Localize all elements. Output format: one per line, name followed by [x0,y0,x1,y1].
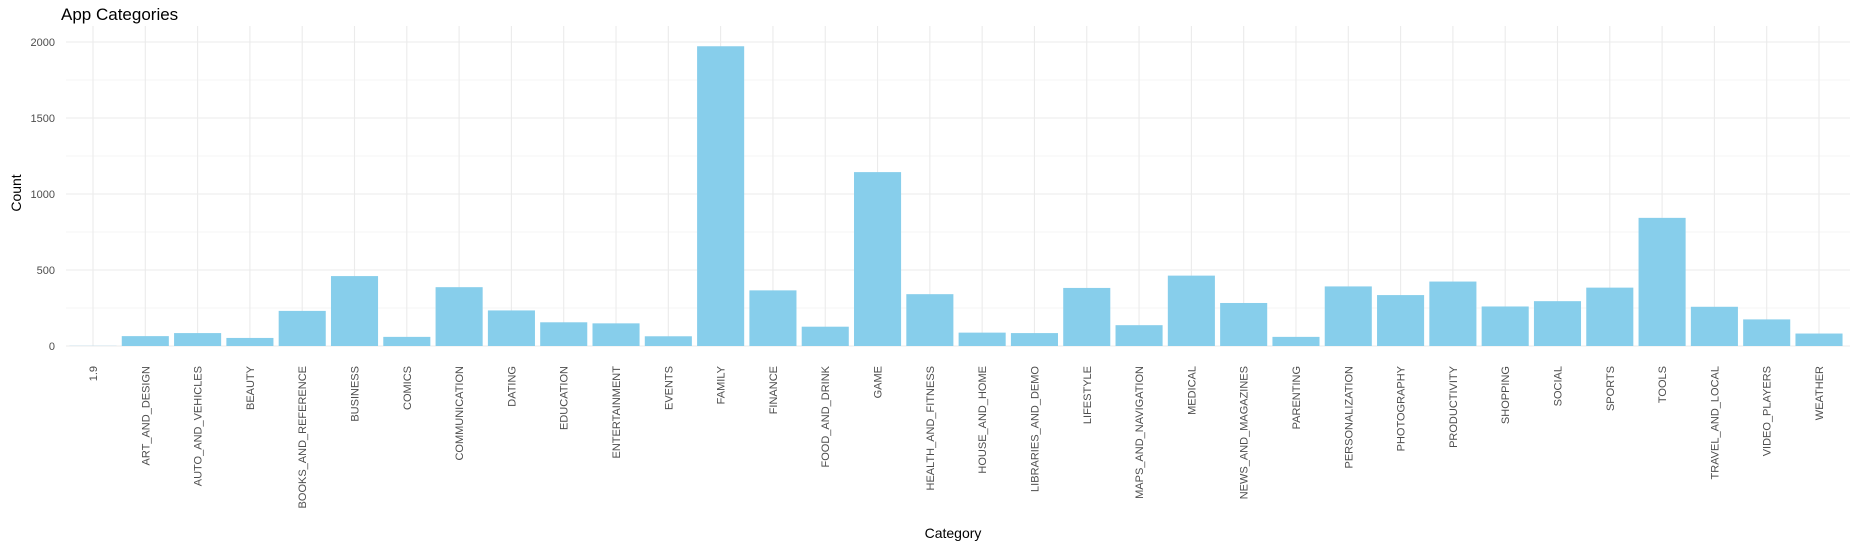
x-tick-label: 1.9 [88,366,100,381]
y-tick-label: 500 [37,265,55,277]
bar [958,332,1006,346]
x-tick-label: EDUCATION [559,366,571,430]
bar [540,322,588,346]
bar [644,336,692,346]
x-tick-label: MAPS_AND_NAVIGATION [1134,366,1146,499]
bar [1220,302,1268,346]
x-tick-label: ENTERTAINMENT [611,366,623,459]
bar [1795,333,1843,346]
bar [226,337,274,346]
bar [1481,306,1529,346]
y-tick-label: 1500 [31,113,55,125]
bar [1324,286,1372,346]
bar [749,290,797,346]
y-tick-label: 0 [49,341,55,353]
y-tick-label: 1000 [31,189,55,201]
x-tick-label: PHOTOGRAPHY [1396,365,1408,451]
bar [1377,295,1425,346]
x-tick-label: MEDICAL [1186,366,1198,415]
x-tick-label: PRODUCTIVITY [1448,365,1460,448]
x-tick-label: NEWS_AND_MAGAZINES [1239,366,1251,499]
bar [1010,333,1058,346]
x-tick-label: AUTO_AND_VEHICLES [193,366,205,486]
bars [69,46,1843,346]
bar [1586,287,1634,346]
bar [697,46,745,346]
bar [174,333,222,346]
x-tick-label: FINANCE [768,366,780,414]
x-tick-label: BOOKS_AND_REFERENCE [297,366,309,508]
bar [1533,301,1582,346]
y-tick-label: 2000 [31,37,55,49]
y-tick-labels: 0 500 1000 1500 2000 [31,37,55,353]
x-tick-label: TOOLS [1657,366,1669,403]
x-tick-label: WEATHER [1814,366,1826,420]
x-tick-label: HOUSE_AND_HOME [977,366,989,474]
x-tick-label: FOOD_AND_DRINK [820,365,832,467]
x-tick-label: ART_AND_DESIGN [140,366,152,465]
bar [1272,336,1320,346]
x-tick-label: FAMILY [716,365,728,404]
bar [1167,275,1215,346]
bar [1115,325,1163,346]
y-axis-title: Count [8,174,24,211]
bar [801,326,849,346]
x-tick-label: BEAUTY [245,365,257,410]
x-tick-label: VIDEO_PLAYERS [1762,366,1774,456]
x-tick-label: HEALTH_AND_FITNESS [925,366,937,491]
bar [1638,217,1686,346]
x-tick-label: SHOPPING [1500,366,1512,424]
bar [1429,281,1477,346]
x-tick-label: LIBRARIES_AND_DEMO [1029,366,1041,492]
x-tick-label: SOCIAL [1552,366,1564,406]
x-tick-label: COMICS [402,366,414,410]
x-tick-labels: 1.9 ART_AND_DESIGN AUTO_AND_VEHICLES BEAUTY… [88,365,1826,508]
bar [278,310,326,346]
x-tick-label: PERSONALIZATION [1343,366,1355,469]
x-tick-label: EVENTS [663,366,675,410]
x-tick-label: BUSINESS [350,366,362,422]
x-tick-label: TRAVEL_AND_LOCAL [1709,366,1721,480]
x-tick-label: SPORTS [1605,366,1617,411]
bar [1063,287,1111,346]
bar [906,294,954,346]
bar [854,172,902,346]
bar [330,276,379,346]
bar [1690,306,1738,346]
x-tick-label: LIFESTYLE [1082,366,1094,424]
x-tick-label: COMMUNICATION [454,366,466,461]
x-axis-title: Category [925,525,982,541]
x-tick-label: GAME [873,366,885,398]
chart-title: App Categories [61,5,178,24]
x-tick-label: DATING [506,366,518,407]
bar [435,287,483,346]
bar [121,336,169,346]
bar [1743,319,1791,346]
bar [592,323,640,346]
bar [383,336,431,346]
bar [487,310,535,346]
x-tick-label: PARENTING [1291,366,1303,429]
